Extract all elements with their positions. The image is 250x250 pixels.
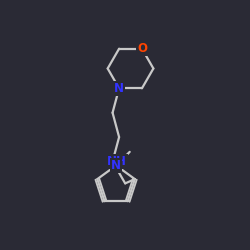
Text: N: N bbox=[111, 159, 121, 172]
Text: NH: NH bbox=[107, 155, 127, 168]
Text: N: N bbox=[114, 82, 124, 95]
Text: O: O bbox=[137, 42, 147, 55]
